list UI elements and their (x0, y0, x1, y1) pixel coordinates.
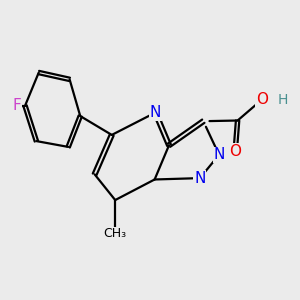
Text: N: N (150, 105, 161, 120)
Text: N: N (213, 147, 225, 162)
Text: CH₃: CH₃ (103, 227, 127, 241)
Text: N: N (194, 171, 206, 186)
Text: O: O (229, 144, 241, 159)
Text: O: O (256, 92, 268, 107)
Text: F: F (12, 98, 21, 113)
Text: H: H (278, 93, 288, 106)
